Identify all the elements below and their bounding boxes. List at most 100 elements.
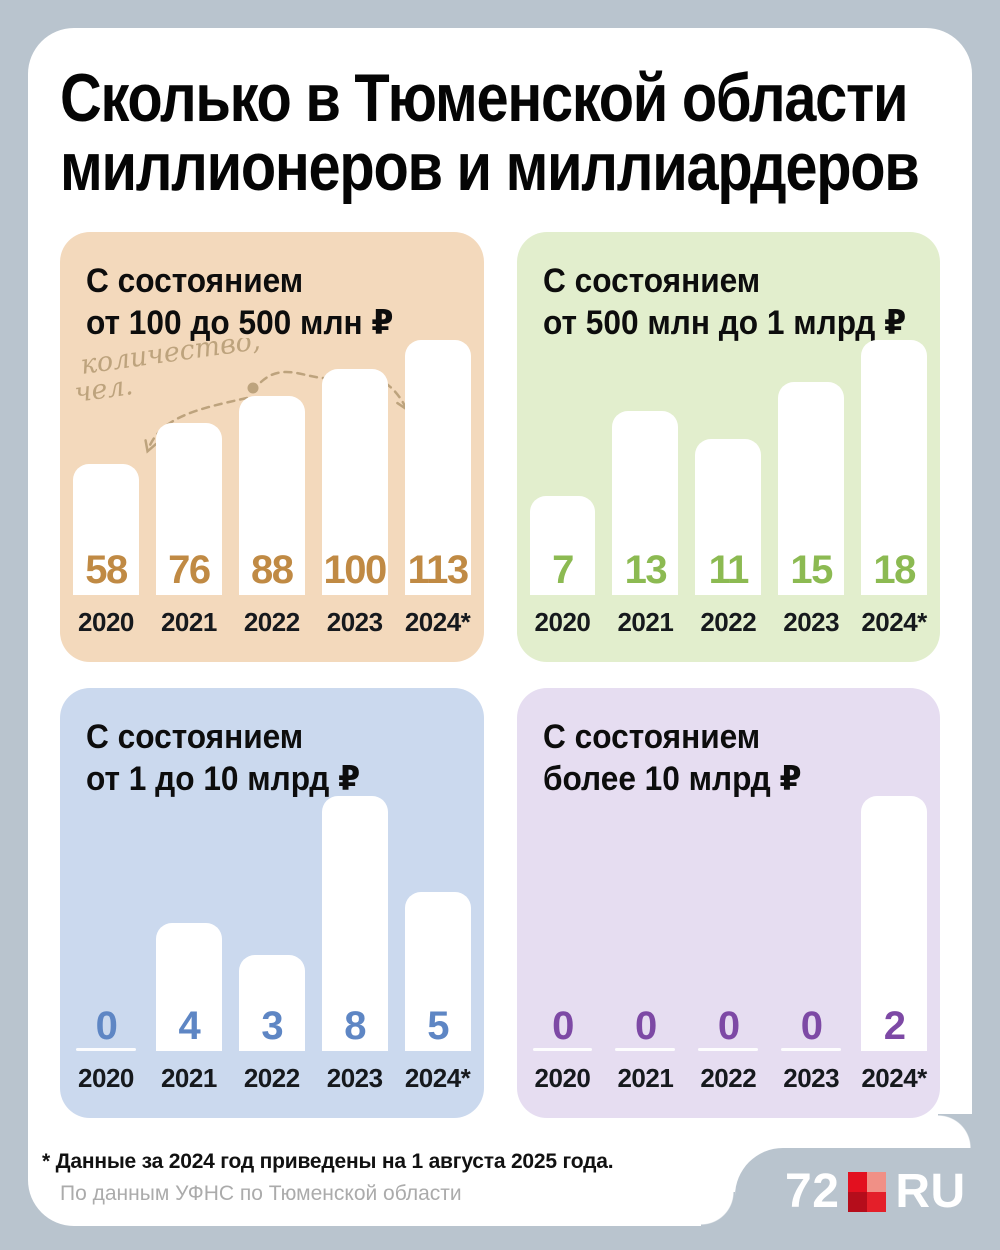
bar-slot: 5 [404, 793, 471, 1051]
panel-title-line-2: от 100 до 500 млн ₽ [86, 304, 394, 343]
year-label: 2024* [861, 1063, 927, 1093]
bar-value: 113 [407, 548, 470, 592]
bar-slot: 0 [778, 793, 844, 1051]
panel-title-line-2: от 500 млн до 1 млрд ₽ [542, 304, 906, 343]
bar [404, 892, 471, 1051]
bar-slot: 2 [861, 793, 928, 1051]
panel-title-line-1: С состоянием [542, 262, 760, 300]
bar-column: 0 2020 [530, 793, 596, 1094]
bar-slot: 18 [861, 337, 928, 595]
zero-baseline [76, 1048, 136, 1051]
bar-column: 5 2024* [404, 793, 471, 1094]
bar-slot: 4 [155, 793, 222, 1051]
bar-slot: 58 [73, 337, 139, 595]
brand-logo-72ru: 72 RU [785, 1164, 966, 1219]
bar-value: 0 [552, 1004, 574, 1048]
bar-column: 0 2023 [778, 793, 844, 1094]
panel-1-10-mlrd: С состоянием от 1 до 10 млрд ₽ 0 2020 4 2021… [60, 688, 484, 1118]
chart-area: 58 2020 76 2021 88 2022 100 2023 113 2024* [73, 337, 471, 638]
bar-slot: 3 [238, 793, 305, 1051]
source-credit: По данным УФНС по Тюменской области [60, 1182, 462, 1205]
bar-slot: 88 [238, 337, 305, 595]
bar-column: 11 2022 [695, 337, 762, 638]
year-label: 2021 [160, 607, 217, 637]
bar-column: 88 2022 [238, 337, 305, 638]
year-label: 2022 [700, 1063, 757, 1093]
bar-column: 100 2023 [321, 337, 388, 638]
year-label: 2023 [783, 1063, 840, 1093]
bar-slot: 7 [529, 337, 596, 595]
bar-value: 18 [873, 548, 916, 592]
notch-fillet-top [938, 1114, 972, 1148]
bar-value: 2 [883, 1004, 906, 1048]
bar-value: 0 [95, 1004, 118, 1048]
bar-column: 58 2020 [73, 337, 139, 638]
logo-suffix: RU [895, 1165, 966, 1218]
bar-slot: 113 [404, 337, 471, 595]
bar-column: 3 2022 [238, 793, 305, 1094]
bar-column: 76 2021 [155, 337, 222, 638]
panel-title: С состоянием от 500 млн до 1 млрд ₽ [543, 260, 906, 344]
bar-value: 76 [168, 548, 211, 592]
year-label: 2020 [78, 1063, 134, 1093]
bar [73, 464, 139, 595]
panel-100-500-mln: С состоянием от 100 до 500 млн ₽ количест… [60, 232, 484, 662]
bar-column: 113 2024* [404, 337, 471, 638]
bar [155, 923, 222, 1051]
bar-column: 0 2022 [695, 793, 761, 1094]
bar-slot: 15 [778, 337, 845, 595]
bar-column: 8 2023 [321, 793, 388, 1094]
panels-grid: С состоянием от 100 до 500 млн ₽ количест… [60, 232, 940, 1118]
bar [861, 796, 928, 1051]
year-label: 2021 [617, 1063, 674, 1093]
year-label: 2020 [534, 1063, 591, 1093]
year-label: 2022 [243, 1063, 300, 1093]
card: Сколько в Тюменской области миллионеров … [28, 28, 972, 1226]
bar-column: 0 2020 [73, 793, 139, 1094]
bar [612, 411, 679, 595]
bar-slot: 13 [612, 337, 679, 595]
chart-area: 0 2020 4 2021 3 2022 8 2023 5 2024* [73, 793, 471, 1094]
panel-over-10-mlrd: С состоянием более 10 млрд ₽ 0 2020 0 2021 0 2… [516, 688, 940, 1118]
page-title: Сколько в Тюменской области миллионеров … [60, 63, 920, 203]
bar-value: 11 [708, 548, 750, 592]
bar-value: 4 [178, 1004, 200, 1048]
bar [155, 423, 222, 595]
zero-baseline [781, 1048, 842, 1051]
logo-notch: 72 RU [735, 1148, 1000, 1250]
year-label: 2020 [78, 607, 134, 637]
chart-area: 0 2020 0 2021 0 2022 0 2023 2 2024* [530, 793, 928, 1094]
panel-title: С состоянием от 1 до 10 млрд ₽ [86, 716, 360, 800]
bar-column: 0 2021 [612, 793, 678, 1094]
bar-value: 5 [427, 1004, 449, 1048]
bar-value: 0 [717, 1004, 740, 1048]
zero-baseline [698, 1048, 759, 1051]
bar-column: 18 2024* [861, 337, 927, 638]
year-label: 2022 [700, 607, 757, 637]
bar-slot: 8 [321, 793, 388, 1051]
bar-column: 15 2023 [778, 337, 845, 638]
logo-prefix: 72 [785, 1165, 840, 1218]
panel-title-line-2: от 1 до 10 млрд ₽ [86, 760, 361, 799]
zero-baseline [615, 1048, 676, 1051]
chart-area: 7 2020 13 2021 11 2022 15 2023 18 2024* [529, 337, 927, 638]
bar-value: 7 [552, 548, 574, 592]
panel-title-line-1: С состоянием [86, 718, 304, 756]
bar-value: 58 [85, 548, 128, 592]
year-label: 2021 [617, 607, 674, 637]
bar [404, 340, 471, 595]
bar-slot: 0 [530, 793, 596, 1051]
bar-slot: 0 [73, 793, 139, 1051]
bar-slot: 0 [695, 793, 761, 1051]
notch-fillet-left [701, 1192, 735, 1226]
year-label: 2023 [326, 607, 383, 637]
bar-value: 8 [344, 1004, 366, 1048]
bar-value: 3 [261, 1004, 283, 1048]
bar [321, 796, 388, 1051]
panel-title-line-1: С состоянием [86, 262, 304, 300]
year-label: 2021 [160, 1063, 217, 1093]
bar [238, 396, 305, 595]
footnote: * Данные за 2024 год приведены на 1 авгу… [42, 1150, 614, 1173]
year-label: 2020 [534, 607, 591, 637]
year-label: 2024* [404, 607, 471, 637]
